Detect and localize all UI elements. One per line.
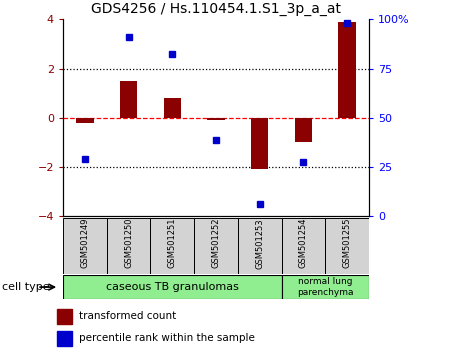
Text: percentile rank within the sample: percentile rank within the sample [79,333,254,343]
Text: GSM501253: GSM501253 [255,218,264,269]
Text: GSM501251: GSM501251 [168,218,177,268]
Text: GSM501252: GSM501252 [212,218,220,268]
Bar [325,218,369,274]
Text: cell type: cell type [2,282,50,292]
Text: GSM501250: GSM501250 [124,218,133,268]
Bar [57,331,72,346]
Text: transformed count: transformed count [79,312,176,321]
Bar [207,118,225,120]
Bar [76,118,94,122]
Bar [295,118,312,142]
Bar [57,309,72,324]
Bar [107,218,150,274]
Bar [338,22,356,118]
Bar [120,81,137,118]
Bar [194,218,238,274]
Bar [63,218,107,274]
Bar [163,98,181,118]
Text: normal lung
parenchyma: normal lung parenchyma [297,278,354,297]
Bar [251,118,269,169]
Text: GSM501254: GSM501254 [299,218,308,268]
Title: GDS4256 / Hs.110454.1.S1_3p_a_at: GDS4256 / Hs.110454.1.S1_3p_a_at [91,2,341,16]
Text: caseous TB granulomas: caseous TB granulomas [106,282,239,292]
Bar [282,218,325,274]
Bar [282,275,369,299]
Bar [150,218,194,274]
Bar [63,275,282,299]
Bar [238,218,282,274]
Text: GSM501249: GSM501249 [81,218,90,268]
Text: GSM501255: GSM501255 [342,218,351,268]
